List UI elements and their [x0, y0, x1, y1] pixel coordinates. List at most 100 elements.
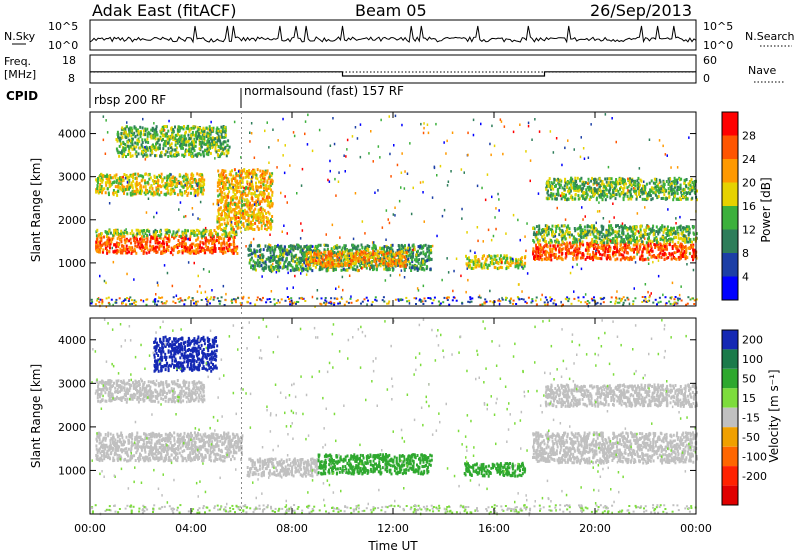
power-cell	[300, 267, 303, 271]
power-cell	[313, 253, 316, 257]
power-cell	[197, 189, 200, 193]
power-cell	[104, 181, 107, 185]
power-cell	[483, 254, 485, 258]
power-cell	[335, 262, 338, 266]
power-cell	[261, 267, 264, 271]
power-cell	[369, 251, 372, 255]
power-cell	[264, 244, 267, 248]
power-cell	[161, 180, 164, 184]
power-cell	[250, 264, 253, 268]
power-cell	[154, 154, 156, 158]
power-cell	[272, 252, 275, 256]
power-cell	[192, 154, 195, 158]
power-cell	[236, 184, 239, 188]
power-cell	[124, 146, 127, 150]
power-cell	[552, 234, 555, 238]
power-cell	[426, 259, 429, 263]
power-cell	[546, 250, 549, 254]
power-cell	[185, 182, 188, 186]
power-cell	[217, 149, 220, 152]
power-cell	[522, 266, 525, 270]
power-cell	[235, 247, 238, 251]
power-cell	[200, 176, 203, 180]
power-cell	[600, 230, 603, 234]
power-cell	[158, 143, 161, 147]
power-cell	[279, 261, 282, 265]
power-cell	[618, 226, 621, 229]
power-cell	[262, 248, 265, 252]
power-cell	[639, 244, 642, 248]
power-cell	[163, 248, 166, 252]
power-cell	[566, 228, 569, 232]
power-cell	[300, 256, 303, 260]
power-cell	[128, 187, 130, 191]
power-cell	[405, 250, 408, 254]
power-cell	[335, 244, 338, 248]
power-cell	[673, 235, 676, 239]
power-cell	[114, 176, 117, 180]
power-cell	[252, 251, 255, 255]
power-cell	[655, 225, 658, 229]
power-cell	[219, 198, 222, 202]
power-cell	[223, 237, 226, 241]
power-cell	[487, 263, 490, 267]
power-cell	[545, 258, 548, 261]
power-cell	[599, 241, 602, 244]
power-cell	[124, 130, 127, 134]
power-cell	[255, 261, 258, 265]
power-cell	[188, 184, 191, 188]
power-cell	[233, 208, 236, 211]
power-cell	[258, 264, 261, 268]
power-cell	[115, 180, 118, 184]
power-cell	[692, 243, 695, 247]
power-cell	[181, 245, 183, 249]
power-cell	[422, 252, 425, 256]
power-cell	[212, 235, 215, 239]
power-cell	[220, 171, 223, 175]
power-cell	[374, 260, 377, 263]
power-cell	[248, 207, 251, 211]
power-cell	[250, 249, 252, 253]
power-cell	[228, 209, 231, 213]
power-cell	[195, 131, 198, 135]
power-cell	[682, 230, 685, 234]
power-cell	[155, 127, 158, 131]
power-cell	[127, 134, 130, 138]
power-cell	[548, 241, 551, 245]
power-cell	[248, 189, 251, 193]
power-cell	[684, 253, 687, 257]
power-cell	[128, 245, 131, 249]
power-cell	[137, 189, 140, 193]
power-cell	[296, 264, 299, 268]
power-cell	[157, 241, 160, 245]
power-cell	[141, 189, 143, 193]
power-cell	[265, 196, 268, 200]
power-cell	[345, 254, 348, 258]
power-cell	[123, 185, 126, 189]
power-cell	[142, 151, 144, 154]
power-cell	[517, 264, 520, 268]
power-cell	[197, 236, 200, 240]
power-cell	[407, 257, 410, 261]
power-cell	[193, 142, 195, 146]
power-cell	[168, 230, 171, 234]
power-cell	[175, 182, 178, 185]
power-cell	[332, 259, 335, 263]
power-cell	[106, 187, 109, 191]
power-cell	[247, 247, 250, 251]
power-cell	[230, 198, 233, 202]
power-cell	[406, 248, 409, 252]
power-cell	[156, 175, 159, 179]
power-cell	[166, 237, 169, 241]
power-cell	[134, 244, 137, 248]
power-cell	[535, 236, 538, 240]
noise-search-label: N.Search	[745, 30, 795, 43]
power-cell	[172, 130, 175, 134]
power-cell	[235, 172, 238, 176]
power-cell	[551, 233, 554, 237]
power-cell	[404, 244, 406, 248]
power-cell	[574, 229, 577, 233]
power-cell	[181, 242, 183, 245]
power-cell	[413, 245, 416, 249]
